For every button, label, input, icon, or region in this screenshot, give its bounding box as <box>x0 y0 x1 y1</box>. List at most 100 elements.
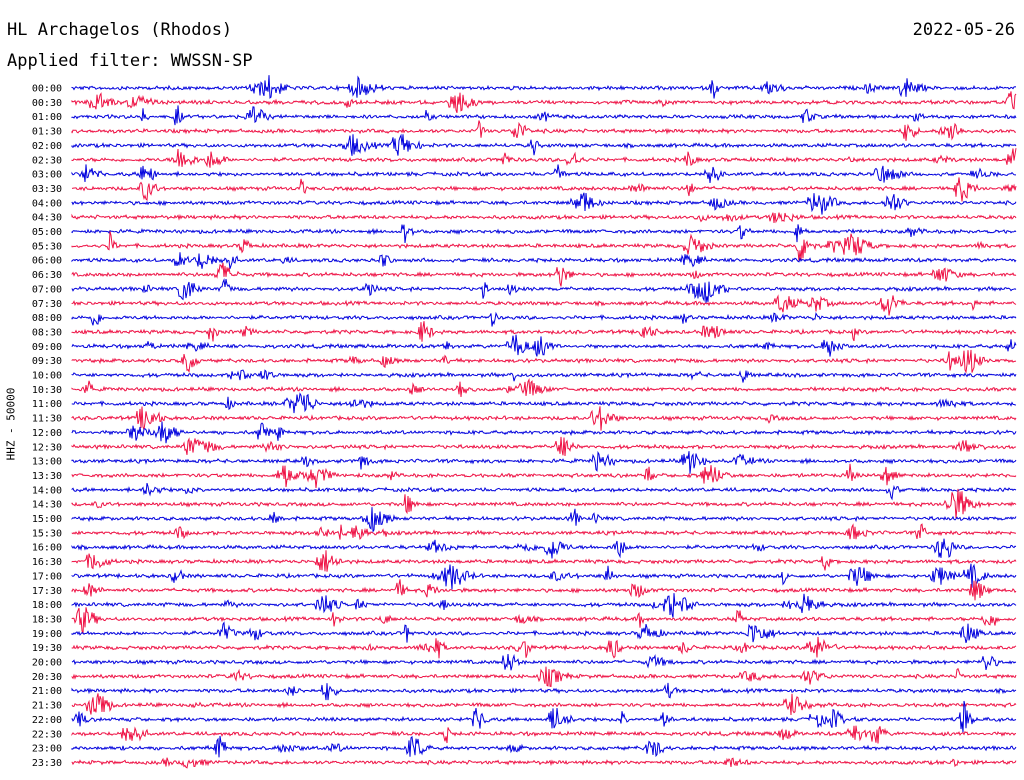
trace-row <box>71 725 1016 744</box>
row-time-label: 21:30 <box>32 701 62 712</box>
trace-row <box>71 212 1017 224</box>
trace-row <box>71 164 1016 183</box>
trace-row <box>71 311 1017 327</box>
trace-row <box>71 538 1017 559</box>
filter-label: Applied filter: WWSSN-SP <box>7 51 253 71</box>
row-time-label: 09:30 <box>32 356 62 367</box>
row-time-label: 10:30 <box>32 385 62 396</box>
trace-row <box>71 224 1017 244</box>
trace-row <box>71 636 1017 659</box>
trace-row <box>71 735 1017 758</box>
trace-row <box>71 231 1017 262</box>
trace-row <box>71 177 1017 202</box>
trace-row <box>71 294 1017 316</box>
row-time-label: 13:30 <box>32 471 62 482</box>
row-time-label: 12:00 <box>32 428 62 439</box>
row-time-label: 13:00 <box>32 457 62 468</box>
row-time-label: 19:30 <box>32 643 62 654</box>
trace-row <box>71 369 1017 383</box>
row-time-label: 00:00 <box>32 84 62 95</box>
trace-row <box>71 75 1017 99</box>
row-time-label: 06:00 <box>32 256 62 267</box>
row-time-label: 09:00 <box>32 342 62 353</box>
trace-row <box>71 91 1017 113</box>
row-time-label: 15:30 <box>32 528 62 539</box>
row-time-label: 23:30 <box>32 758 62 769</box>
row-time-label: 20:00 <box>32 658 62 669</box>
trace-row <box>71 421 1017 444</box>
trace-row <box>71 666 1017 687</box>
row-time-label: 08:00 <box>32 313 62 324</box>
row-time-label: 17:00 <box>32 571 62 582</box>
trace-row <box>71 653 1017 671</box>
row-time-label: 04:00 <box>32 198 62 209</box>
row-time-label: 20:30 <box>32 672 62 683</box>
trace-row <box>71 757 1017 769</box>
trace-row <box>71 252 1017 269</box>
trace-row <box>71 523 1017 540</box>
row-time-label: 06:30 <box>32 270 62 281</box>
row-time-label: 14:30 <box>32 500 62 511</box>
trace-row <box>71 579 1017 601</box>
trace-row <box>71 278 1017 304</box>
trace-row <box>71 693 1017 716</box>
row-time-label: 19:00 <box>32 629 62 640</box>
trace-row <box>71 507 1017 533</box>
row-time-label: 15:00 <box>32 514 62 525</box>
trace-row <box>71 133 1017 156</box>
trace-row <box>71 349 1017 374</box>
row-time-label: 01:30 <box>32 127 62 138</box>
trace-row <box>71 482 1017 501</box>
row-time-label: 03:30 <box>32 184 62 195</box>
row-time-label: 12:30 <box>32 442 62 453</box>
trace-row <box>71 607 1017 634</box>
row-time-label: 16:30 <box>32 557 62 568</box>
row-time-label: 07:00 <box>32 284 62 295</box>
row-time-label: 00:30 <box>32 98 62 109</box>
trace-row <box>71 148 1017 168</box>
row-time-label: 11:00 <box>32 399 62 410</box>
trace-row <box>71 593 1017 618</box>
row-time-label: 22:00 <box>32 715 62 726</box>
trace-row <box>71 378 1017 398</box>
row-time-label: 08:30 <box>32 327 62 338</box>
trace-row <box>71 621 1017 644</box>
row-time-label: 05:00 <box>32 227 62 238</box>
row-time-label: 18:30 <box>32 614 62 625</box>
trace-row <box>71 262 1017 287</box>
row-time-label: 01:00 <box>32 112 62 123</box>
trace-row <box>71 682 1017 701</box>
row-time-label: 22:30 <box>32 729 62 740</box>
row-time-label: 02:30 <box>32 155 62 166</box>
trace-row <box>71 321 1017 342</box>
row-time-label: 04:30 <box>32 213 62 224</box>
trace-row <box>71 436 1017 457</box>
row-time-label: 21:00 <box>32 686 62 697</box>
row-time-label: 16:00 <box>32 543 62 554</box>
row-time-label: 11:30 <box>32 414 62 425</box>
date-label: 2022-05-26 <box>912 20 1015 40</box>
trace-row <box>71 700 1017 733</box>
row-time-label: 17:30 <box>32 586 62 597</box>
trace-row <box>71 105 1017 126</box>
trace-row <box>71 563 1017 590</box>
trace-row <box>71 334 1017 357</box>
row-time-label: 23:00 <box>32 744 62 755</box>
row-time-label: 05:30 <box>32 241 62 252</box>
row-time-label: 02:00 <box>32 141 62 152</box>
row-time-label: 18:00 <box>32 600 62 611</box>
trace-row <box>71 488 1017 519</box>
trace-row <box>71 406 1017 431</box>
trace-row <box>71 550 1017 572</box>
trace-row <box>71 392 1017 414</box>
trace-row <box>71 192 1017 215</box>
trace-row <box>71 463 1017 489</box>
station-title: HL Archagelos (Rhodos) <box>7 20 233 40</box>
row-time-label: 07:30 <box>32 299 62 310</box>
row-time-label: 14:00 <box>32 485 62 496</box>
row-time-label: 03:00 <box>32 170 62 181</box>
trace-row <box>71 120 1017 141</box>
trace-row <box>71 450 1017 474</box>
row-time-label: 10:00 <box>32 371 62 382</box>
